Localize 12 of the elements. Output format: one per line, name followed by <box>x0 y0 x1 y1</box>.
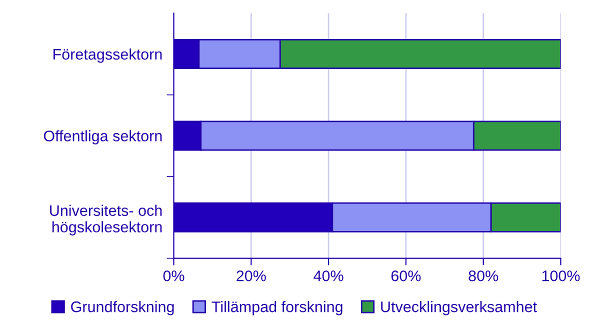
y-tick-label: Universitets- och högskolesektorn <box>50 204 162 236</box>
x-tick-label: 40% <box>314 270 344 282</box>
x-tick-label: 20% <box>236 270 266 282</box>
x-tick-label: 80% <box>468 270 498 282</box>
legend-label: Utvecklingsverksamhet <box>381 301 537 316</box>
x-tick-label: 60% <box>391 270 421 282</box>
y-tick-label: Företagssektorn <box>54 48 162 63</box>
x-tick-label: 100% <box>542 270 580 282</box>
y-tick-label: Offentliga sektorn <box>44 130 162 144</box>
x-tick-label: 0% <box>163 270 184 282</box>
legend-label: Grundforskning <box>71 301 174 316</box>
legend-label: Tillämpad forskning <box>212 301 342 316</box>
